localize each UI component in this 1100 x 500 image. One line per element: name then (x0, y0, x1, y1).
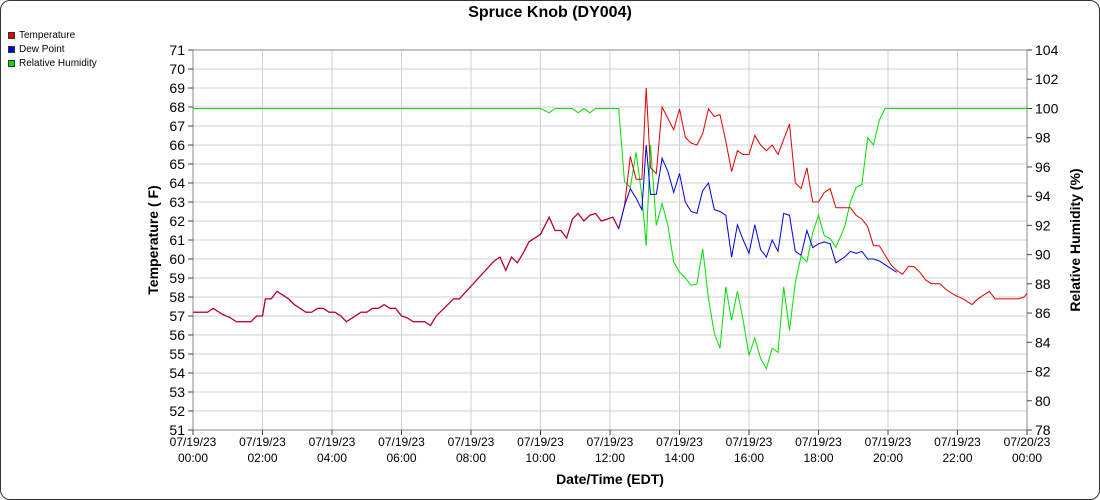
x-axis-label: Date/Time (EDT) (556, 471, 664, 487)
y-left-tick-label: 70 (169, 61, 185, 77)
y-left-tick-label: 69 (169, 80, 185, 96)
y-right-tick-label: 86 (1035, 305, 1051, 321)
x-tick-label-date: 07/19/23 (865, 435, 912, 449)
series-line-dew-point (618, 144, 897, 273)
x-tick-label-date: 07/19/23 (170, 435, 217, 449)
x-tick-label-time: 02:00 (247, 451, 277, 465)
y-left-tick-label: 65 (169, 156, 185, 172)
legend-label-temperature: Temperature (19, 29, 76, 41)
legend-label-relative-humidity: Relative Humidity (19, 57, 97, 69)
y-left-tick-label: 57 (169, 308, 185, 324)
y-right-tick-label: 90 (1035, 247, 1051, 263)
y-left-tick-label: 60 (169, 251, 185, 267)
x-tick-label-time: 10:00 (525, 451, 555, 465)
y-left-tick-label: 68 (169, 99, 185, 115)
legend-swatch-dew-point (8, 45, 15, 53)
y-right-tick-label: 98 (1035, 130, 1051, 146)
x-tick-label-time: 08:00 (456, 451, 486, 465)
y-right-tick-label: 104 (1035, 42, 1059, 58)
x-tick-label-time: 04:00 (317, 451, 347, 465)
y-axis-right-label: Relative Humidity (%) (1067, 168, 1083, 311)
x-tick-label-date: 07/19/23 (239, 435, 286, 449)
y-left-tick-label: 71 (169, 42, 185, 58)
y-left-tick-label: 54 (169, 365, 185, 381)
y-left-tick-label: 66 (169, 137, 185, 153)
series-lines (193, 87, 1028, 370)
y-right-tick-label: 94 (1035, 188, 1051, 204)
x-tick-label-time: 12:00 (595, 451, 625, 465)
legend-item-relative-humidity: Relative Humidity (8, 56, 97, 70)
y-left-tick-label: 61 (169, 232, 185, 248)
y-axis-left-ticks: 51 52 53 54 55 56 57 58 59 60 61 62 63 64 65 66 67 68 69 70… (169, 42, 193, 438)
chart-legend: Temperature Dew Point Relative Humidity (8, 28, 97, 70)
y-right-tick-label: 84 (1035, 334, 1051, 350)
x-tick-label-date: 07/19/23 (934, 435, 981, 449)
x-tick-label-time: 00:00 (178, 451, 208, 465)
legend-label-dew-point: Dew Point (19, 43, 65, 55)
y-right-tick-label: 78 (1035, 422, 1051, 438)
x-tick-label-date: 07/19/23 (726, 435, 773, 449)
y-axis-right-ticks: 78 80 82 84 86 88 90 92 94 96 98 100 102 104 (1027, 42, 1059, 438)
x-tick-label-date: 07/19/23 (448, 435, 495, 449)
x-tick-label-time: 06:00 (386, 451, 416, 465)
legend-item-temperature: Temperature (8, 28, 97, 42)
x-tick-label-time: 20:00 (873, 451, 903, 465)
x-tick-label-time: 22:00 (942, 451, 972, 465)
legend-swatch-relative-humidity (8, 59, 15, 67)
y-left-tick-label: 62 (169, 213, 185, 229)
x-tick-label-date: 07/19/23 (378, 435, 425, 449)
y-right-tick-label: 102 (1035, 71, 1059, 87)
y-left-tick-label: 56 (169, 327, 185, 343)
y-right-tick-label: 88 (1035, 276, 1051, 292)
x-tick-label-date: 07/19/23 (587, 435, 634, 449)
y-left-tick-label: 63 (169, 194, 185, 210)
y-left-tick-label: 51 (169, 422, 185, 438)
x-axis-ticks: 07/19/23 00:00 07/19/23 02:00 07/19/23 04:00 0… (170, 430, 1051, 465)
series-line-relative-humidity (193, 107, 1027, 370)
y-right-tick-label: 100 (1035, 100, 1059, 116)
x-tick-label-date: 07/20/23 (1004, 435, 1051, 449)
x-tick-label-date: 07/19/23 (517, 435, 564, 449)
x-tick-label-date: 07/19/23 (795, 435, 842, 449)
y-left-tick-label: 67 (169, 118, 185, 134)
y-left-tick-label: 58 (169, 289, 185, 305)
x-tick-label-time: 18:00 (803, 451, 833, 465)
series-line-temperature-dewpoint-overlap (193, 212, 620, 327)
y-left-tick-label: 52 (169, 403, 185, 419)
legend-swatch-temperature (8, 31, 15, 39)
y-left-tick-label: 59 (169, 270, 185, 286)
y-right-tick-label: 96 (1035, 159, 1051, 175)
x-tick-label-date: 07/19/23 (309, 435, 356, 449)
legend-item-dew-point: Dew Point (8, 42, 97, 56)
x-tick-label-time: 14:00 (664, 451, 694, 465)
y-right-tick-label: 92 (1035, 217, 1051, 233)
y-axis-left-label: Temperature ( F) (145, 185, 161, 294)
y-right-tick-label: 80 (1035, 393, 1051, 409)
y-left-tick-label: 53 (169, 384, 185, 400)
chart-title: Spruce Knob (DY004) (468, 4, 632, 21)
grid-lines (192, 49, 1028, 431)
x-tick-label-date: 07/19/23 (656, 435, 703, 449)
y-right-tick-label: 82 (1035, 364, 1051, 380)
y-left-tick-label: 55 (169, 346, 185, 362)
x-tick-label-time: 16:00 (734, 451, 764, 465)
y-left-tick-label: 64 (169, 175, 185, 191)
x-tick-label-time: 00:00 (1012, 451, 1042, 465)
